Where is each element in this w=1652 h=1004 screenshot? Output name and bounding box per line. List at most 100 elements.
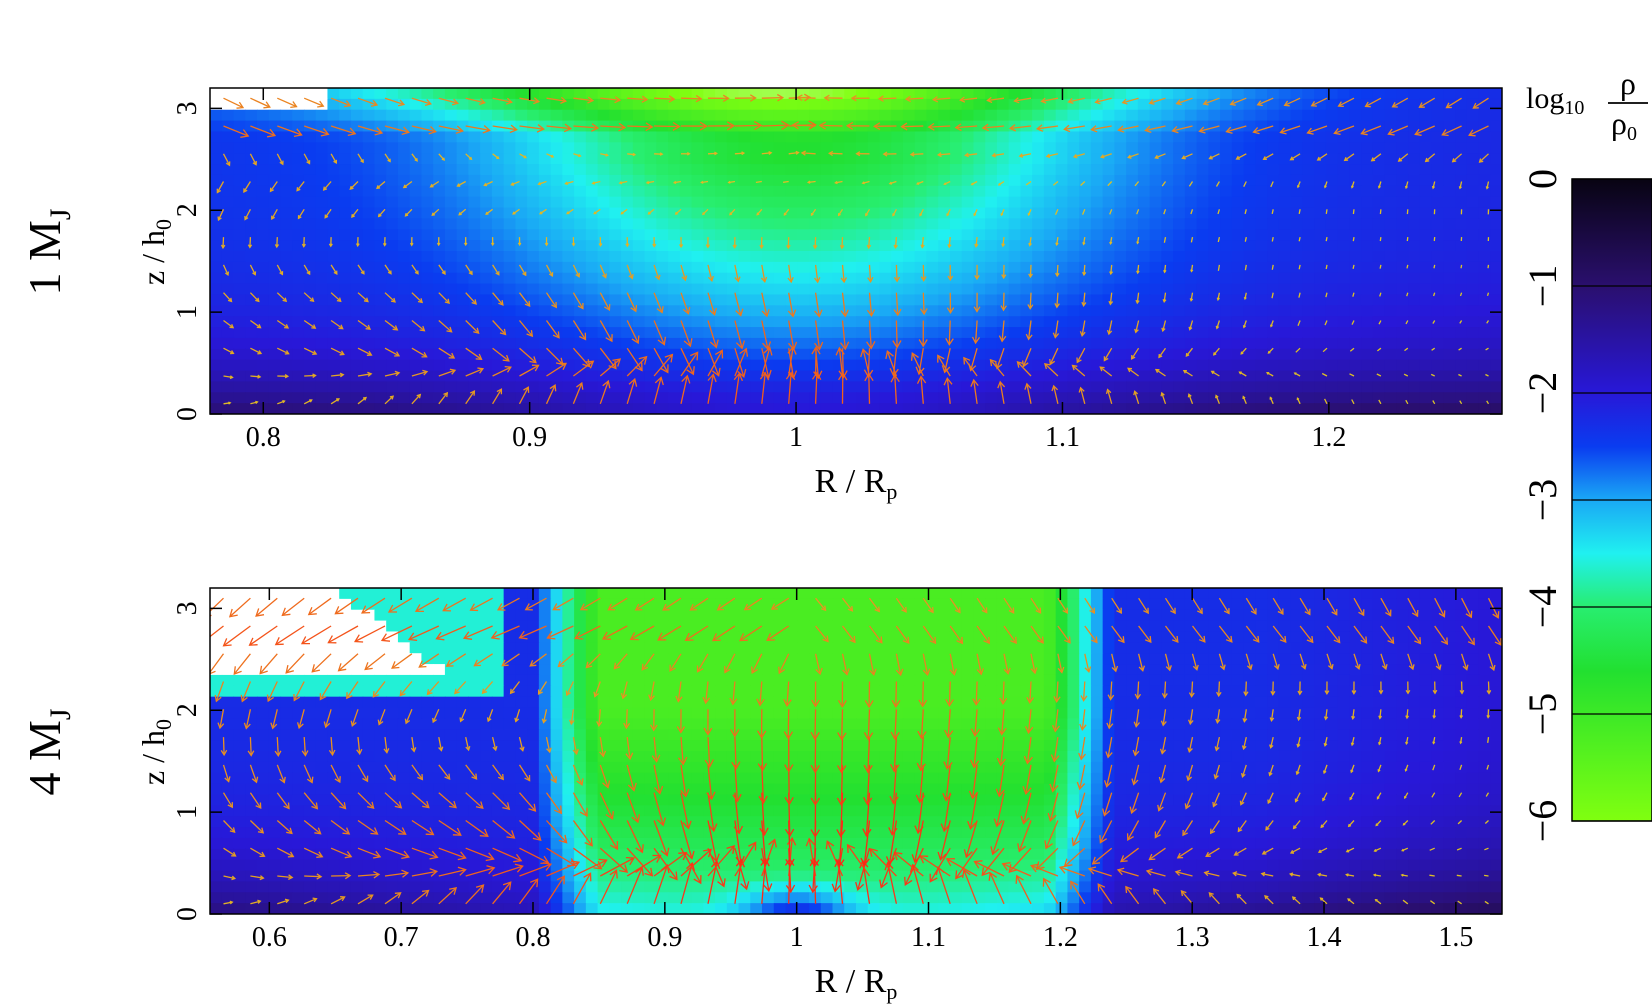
heatmap-cell [1126,174,1139,187]
heatmap-cell [268,185,282,198]
heatmap-cell [691,588,704,600]
heatmap-cell [820,283,834,296]
heatmap-cell [456,664,469,676]
heatmap-cell [409,359,423,372]
heatmap-cell [1431,218,1444,230]
heatmap-cell [1255,305,1268,317]
heatmap-cell [656,207,669,219]
heatmap-cell [1325,196,1339,209]
heatmap-cell [785,251,798,263]
velocity-arrow [250,319,262,329]
heatmap-cell [750,251,763,263]
heatmap-cell [703,403,716,414]
heatmap-cell [926,305,939,317]
heatmap-cell [339,153,352,165]
heatmap-cell [1090,218,1104,230]
heatmap-cell [1490,164,1502,176]
velocity-arrow [1271,292,1274,299]
heatmap-cell [303,392,317,404]
heatmap-cell [1208,370,1221,382]
velocity-arrow [1154,368,1166,377]
heatmap-cell [609,251,622,263]
heatmap-cell [1302,251,1315,263]
heatmap-cell [350,392,364,404]
heatmap-cell [503,196,516,209]
heatmap-cell [574,240,587,252]
heatmap-cell [327,164,340,176]
heatmap-cell [515,359,528,372]
heatmap-cell [750,305,763,317]
heatmap-cell [656,218,669,230]
heatmap-cell [221,316,235,328]
heatmap-cell [221,337,235,350]
heatmap-cell [350,664,364,676]
heatmap-cell [362,185,376,198]
heatmap-cell [327,218,340,230]
velocity-arrow [1310,97,1328,107]
velocity-arrow [1185,347,1194,358]
heatmap-cell [1396,251,1409,263]
heatmap-cell [280,218,293,230]
heatmap-cell [421,337,434,350]
heatmap-cell [609,283,622,296]
heatmap-cell [902,88,916,100]
heatmap-cell [221,153,235,165]
heatmap-cell [1149,381,1162,393]
heatmap-cell [762,207,775,219]
heatmap-cell [1267,359,1280,372]
heatmap-cell [668,142,681,154]
heatmap-cell [832,88,845,100]
heatmap-cell [374,403,387,414]
heatmap-cell [221,327,235,339]
heatmap-cell [245,403,258,414]
heatmap-cell [245,153,258,165]
heatmap-cell [1208,88,1221,100]
heatmap-cell [703,359,716,372]
heatmap-cell [1220,305,1233,317]
heatmap-cell [245,598,258,611]
velocity-arrow [734,320,746,350]
heatmap-cell [703,664,716,676]
heatmap-cell [491,196,505,209]
velocity-arrow [625,237,630,248]
heatmap-cell [480,664,493,676]
heatmap-cell [386,283,399,296]
heatmap-cell [1361,642,1374,654]
heatmap-cell [1396,207,1409,219]
heatmap-cell [1466,588,1480,600]
heatmap-cell [339,174,352,187]
heatmap-cell [1349,620,1362,633]
heatmap-cell [938,229,951,241]
heatmap-cell [621,185,634,198]
heatmap-cell [961,327,975,339]
velocity-arrow [519,347,537,364]
heatmap-cell [856,403,869,414]
heatmap-cell [1102,598,1115,611]
velocity-arrow [1376,373,1382,377]
heatmap-cell [1090,674,1104,687]
heatmap-cell [691,674,704,687]
heatmap-cell [1455,131,1468,143]
heatmap-cell [597,403,610,414]
heatmap-cell [538,348,552,361]
heatmap-cell [315,251,329,263]
velocity-arrow [620,208,628,215]
heatmap-cell [515,609,528,622]
heatmap-cell [327,88,340,100]
heatmap-cell [973,370,986,382]
heatmap-cell [1196,381,1209,393]
heatmap-cell [1149,251,1162,263]
heatmap-cell [1255,392,1268,404]
heatmap-cell [1478,620,1491,633]
heatmap-cell [350,327,364,339]
heatmap-cell [1267,664,1280,676]
heatmap-cell [280,185,293,198]
heatmap-cell [1478,207,1491,219]
heatmap-cell [1419,98,1433,111]
heatmap-cell [409,283,423,296]
heatmap-cell [644,218,657,230]
heatmap-cell [773,653,787,665]
heatmap-cell [949,109,963,122]
velocity-arrow [1082,264,1087,277]
heatmap-cell [715,370,728,382]
